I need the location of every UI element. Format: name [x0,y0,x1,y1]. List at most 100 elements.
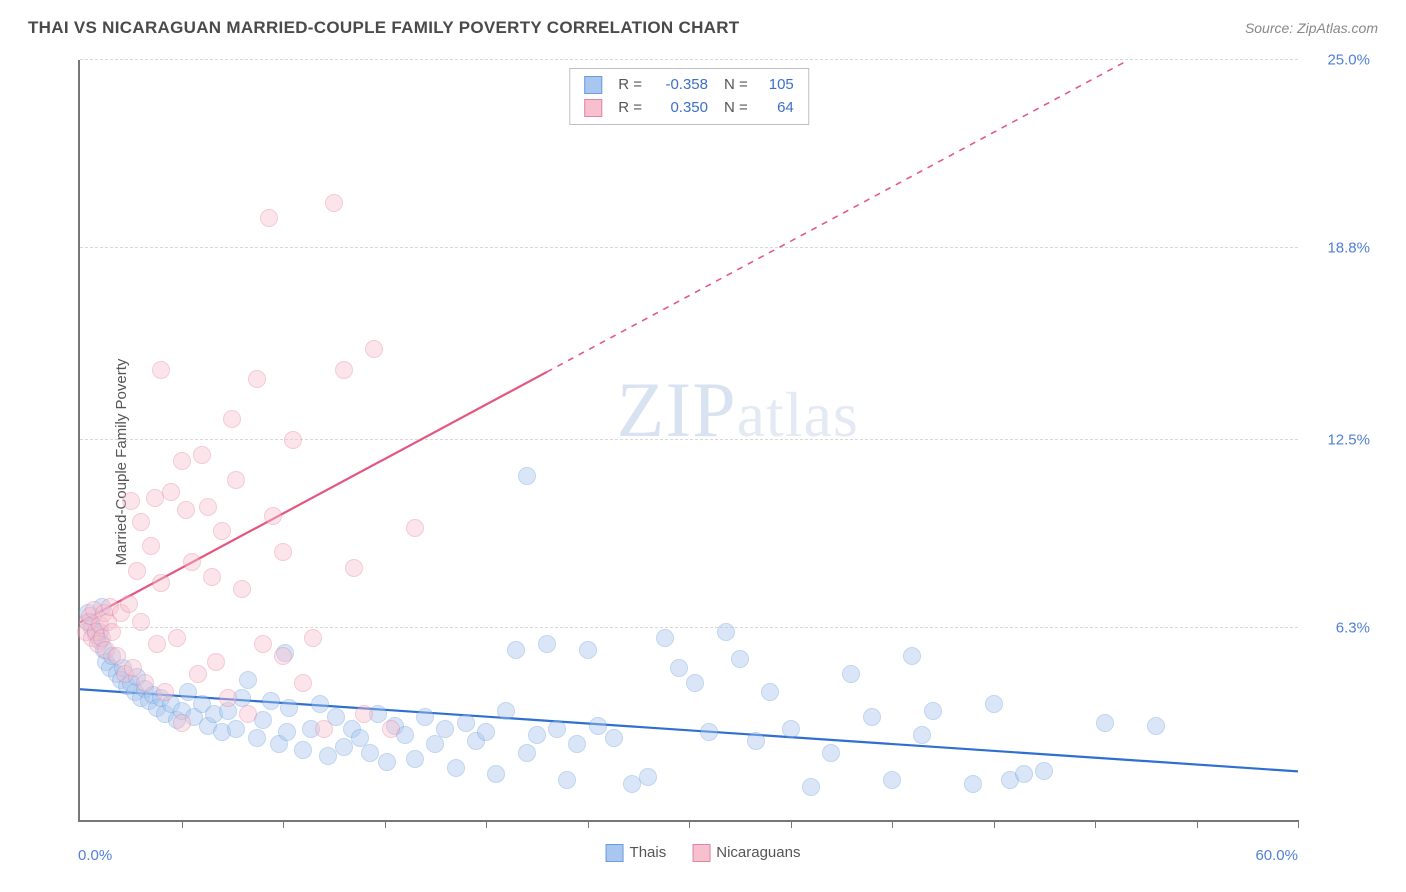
data-point [335,738,353,756]
data-point [361,744,379,762]
legend-item: Nicaraguans [692,844,800,862]
y-tick-label: 18.8% [1327,240,1370,257]
stats-legend-row: R = 0.350 N = 64 [584,97,794,120]
data-point [568,735,586,753]
data-point [136,674,154,692]
x-tick [689,820,690,828]
series-legend: Thais Nicaraguans [606,844,801,862]
x-tick [892,820,893,828]
legend-swatch [584,76,602,94]
data-point [1015,765,1033,783]
data-point [964,775,982,793]
stats-legend: R =-0.358N =105R =0.350N =64 [569,68,809,125]
data-point [325,194,343,212]
data-point [538,635,556,653]
data-point [311,695,329,713]
data-point [457,714,475,732]
data-point [132,613,150,631]
data-point [183,553,201,571]
legend-label: Nicaraguans [716,844,800,861]
data-point [193,446,211,464]
data-point [1035,762,1053,780]
y-tick-label: 6.3% [1336,620,1370,637]
data-point [883,771,901,789]
watermark: ZIPatlas [617,365,859,455]
data-point [670,659,688,677]
data-point [700,723,718,741]
n-value: 64 [758,97,794,120]
x-tick [1298,820,1299,828]
data-point [223,410,241,428]
legend-label: Thais [630,844,667,861]
data-point [378,753,396,771]
r-label: R = [618,74,642,97]
data-point [152,361,170,379]
data-point [142,537,160,555]
data-point [822,744,840,762]
data-point [355,705,373,723]
data-point [497,702,515,720]
data-point [717,623,735,641]
data-point [274,543,292,561]
x-tick [182,820,183,828]
r-value: 0.350 [652,97,708,120]
data-point [747,732,765,750]
data-point [335,361,353,379]
data-point [518,467,536,485]
data-point [274,647,292,665]
data-point [103,623,121,641]
data-point [319,747,337,765]
data-point [382,720,400,738]
data-point [219,689,237,707]
data-point [260,209,278,227]
data-point [173,452,191,470]
data-point [162,483,180,501]
data-point [842,665,860,683]
n-value: 105 [758,74,794,97]
data-point [416,708,434,726]
data-point [278,723,296,741]
data-point [558,771,576,789]
data-point [548,720,566,738]
data-point [487,765,505,783]
gridline [80,439,1298,440]
n-label: N = [724,97,748,120]
data-point [731,650,749,668]
data-point [108,647,126,665]
data-point [128,562,146,580]
data-point [345,559,363,577]
data-point [863,708,881,726]
data-point [189,665,207,683]
x-tick [1197,820,1198,828]
data-point [579,641,597,659]
data-point [589,717,607,735]
r-label: R = [618,97,642,120]
data-point [173,714,191,732]
data-point [122,492,140,510]
data-point [294,741,312,759]
legend-item: Thais [606,844,667,862]
data-point [1147,717,1165,735]
data-point [315,720,333,738]
data-point [248,729,266,747]
x-tick [994,820,995,828]
data-point [365,340,383,358]
x-axis-max-label: 60.0% [1255,847,1298,864]
data-point [124,659,142,677]
data-point [227,471,245,489]
stats-legend-row: R =-0.358N =105 [584,74,794,97]
data-point [284,431,302,449]
data-point [507,641,525,659]
data-point [248,370,266,388]
gridline [80,627,1298,628]
x-tick [1095,820,1096,828]
data-point [985,695,1003,713]
data-point [294,674,312,692]
y-tick-label: 12.5% [1327,432,1370,449]
data-point [903,647,921,665]
plot-region: ZIPatlas R =-0.358N =105R =0.350N =64 6.… [78,60,1298,822]
data-point [207,653,225,671]
data-point [203,568,221,586]
n-label: N = [724,74,748,97]
data-point [233,580,251,598]
